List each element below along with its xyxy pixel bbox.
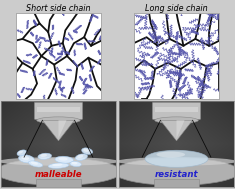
Ellipse shape — [116, 157, 235, 166]
Ellipse shape — [59, 157, 68, 161]
Polygon shape — [59, 120, 67, 138]
Ellipse shape — [31, 162, 38, 165]
Ellipse shape — [82, 148, 93, 154]
FancyBboxPatch shape — [34, 102, 82, 119]
Ellipse shape — [75, 154, 87, 160]
Ellipse shape — [52, 163, 63, 166]
Ellipse shape — [155, 117, 198, 124]
Bar — [154, 179, 200, 187]
Ellipse shape — [18, 150, 23, 153]
Ellipse shape — [40, 154, 47, 157]
Text: resistant: resistant — [155, 170, 198, 179]
Ellipse shape — [19, 155, 34, 163]
Title: Short side chain: Short side chain — [26, 4, 91, 13]
Text: malleable: malleable — [35, 170, 82, 179]
Ellipse shape — [37, 117, 80, 124]
Ellipse shape — [157, 152, 185, 158]
Ellipse shape — [0, 158, 121, 185]
Ellipse shape — [17, 150, 27, 156]
Bar — [37, 108, 80, 112]
Polygon shape — [161, 120, 192, 141]
Ellipse shape — [77, 155, 83, 158]
Ellipse shape — [145, 150, 208, 167]
Ellipse shape — [55, 156, 73, 163]
Polygon shape — [43, 120, 74, 141]
Ellipse shape — [48, 163, 69, 168]
Title: Long side chain: Long side chain — [145, 4, 208, 13]
Bar — [35, 179, 81, 187]
Polygon shape — [176, 120, 184, 138]
Ellipse shape — [21, 156, 29, 160]
Ellipse shape — [0, 157, 119, 166]
Ellipse shape — [70, 161, 81, 167]
Ellipse shape — [72, 162, 77, 164]
FancyBboxPatch shape — [153, 102, 201, 119]
Bar — [155, 108, 198, 112]
Ellipse shape — [38, 153, 51, 159]
Ellipse shape — [28, 161, 43, 167]
Ellipse shape — [83, 149, 89, 152]
Ellipse shape — [114, 158, 235, 185]
